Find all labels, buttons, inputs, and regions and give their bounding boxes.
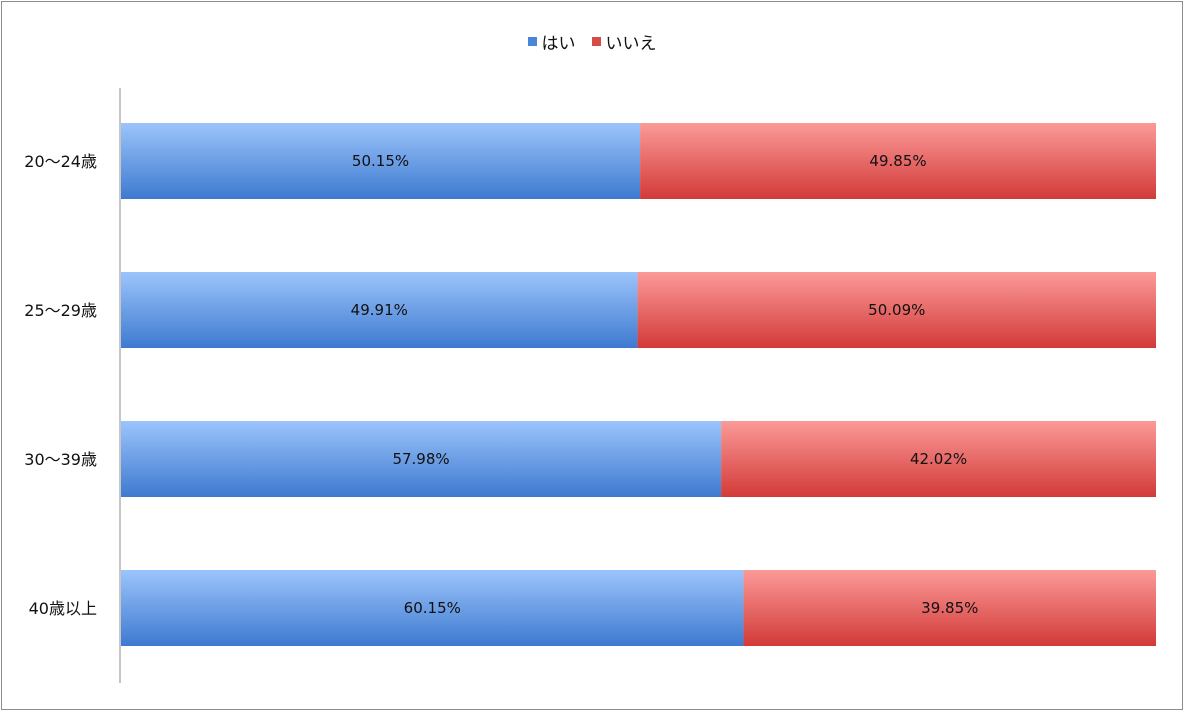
category-label: 40歳以上 — [29, 599, 97, 618]
category-label: 20〜24歳 — [24, 152, 97, 171]
bar-no — [637, 272, 1156, 348]
data-label-no: 39.85% — [921, 599, 978, 617]
bar-no — [721, 421, 1156, 497]
bar-no — [743, 570, 1156, 646]
data-label-no: 50.09% — [868, 301, 925, 319]
data-label-no: 42.02% — [910, 450, 967, 468]
legend-item-yes: はい — [527, 29, 576, 54]
data-label-yes: 60.15% — [404, 599, 461, 617]
data-label-yes: 57.98% — [392, 450, 449, 468]
legend: はい いいえ — [0, 28, 1184, 54]
category-label: 25〜29歳 — [24, 301, 97, 320]
data-label-yes: 50.15% — [352, 152, 409, 170]
data-label-yes: 49.91% — [351, 301, 408, 319]
category-label: 30〜39歳 — [24, 450, 97, 469]
bar-yes — [121, 570, 744, 646]
bar-yes — [121, 123, 641, 199]
legend-swatch-yes — [527, 36, 537, 46]
bar-yes — [121, 421, 722, 497]
legend-label-yes: はい — [541, 33, 576, 54]
legend-label-no: いいえ — [605, 33, 657, 54]
legend-swatch-no — [591, 36, 601, 46]
data-label-no: 49.85% — [869, 152, 926, 170]
legend-item-no: いいえ — [591, 29, 657, 54]
bar-yes — [121, 272, 638, 348]
bar-no — [640, 123, 1156, 199]
